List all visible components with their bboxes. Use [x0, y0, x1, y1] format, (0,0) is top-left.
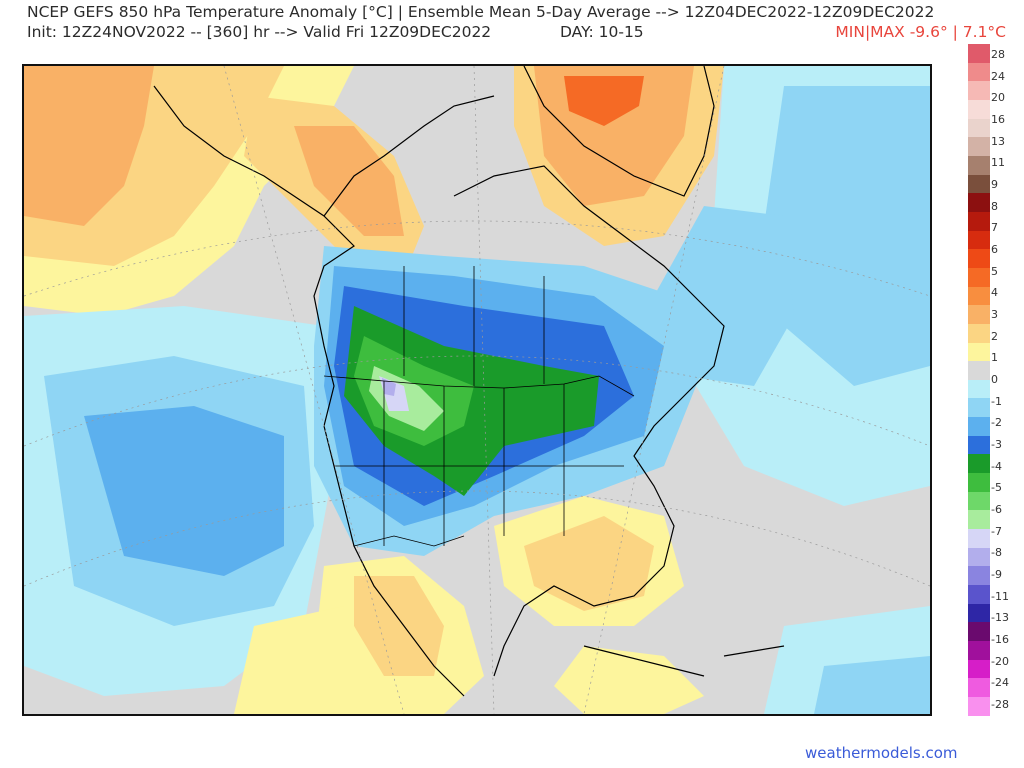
- color-scale-label: -13: [991, 611, 1009, 625]
- color-scale-cell: [968, 622, 990, 641]
- color-scale-cell: [968, 81, 990, 100]
- color-scale-label: -4: [991, 459, 1002, 473]
- color-scale-cell: [968, 379, 990, 399]
- color-scale-cell: [968, 641, 990, 660]
- min-max-label: MIN|MAX -9.6° | 7.1°C: [835, 23, 1006, 41]
- color-scale-cell: [968, 267, 990, 287]
- color-scale-label: -6: [991, 503, 1002, 517]
- color-scale-label: -16: [991, 633, 1009, 647]
- color-scale-cell: [968, 529, 990, 548]
- color-scale-label: -8: [991, 546, 1002, 560]
- source-credit[interactable]: weathermodels.com: [805, 744, 958, 762]
- color-scale-cell: [968, 155, 990, 175]
- color-scale-label: -28: [991, 698, 1009, 712]
- color-scale-cell: [968, 678, 990, 697]
- color-scale-cell: [968, 417, 990, 436]
- color-scale-cell: [968, 44, 990, 63]
- color-scale-cell: [968, 230, 990, 250]
- color-scale-cell: [968, 398, 990, 418]
- color-scale-label: -11: [991, 589, 1009, 603]
- color-scale-label: 1: [991, 351, 998, 365]
- color-scale-cell: [968, 99, 990, 119]
- color-scale-cell: [968, 510, 990, 530]
- color-scale-label: 13: [991, 134, 1005, 148]
- color-scale-cell: [968, 659, 990, 679]
- temperature-anomaly-map: [22, 64, 932, 716]
- color-scale-cell: [968, 566, 990, 586]
- color-scale-label: 24: [991, 69, 1005, 83]
- color-scale-cell: [968, 435, 990, 455]
- color-scale-bar: [968, 44, 990, 716]
- color-scale-cell: [968, 286, 990, 306]
- color-scale-cell: [968, 454, 990, 474]
- color-scale-label: 5: [991, 264, 998, 278]
- color-scale-label: -3: [991, 438, 1002, 452]
- color-scale-cell: [968, 361, 990, 380]
- color-scale-label: 4: [991, 286, 998, 300]
- color-scale-cell: [968, 342, 990, 362]
- color-scale-cell: [968, 211, 990, 231]
- color-scale-cell: [968, 585, 990, 604]
- color-scale-cell: [968, 118, 990, 138]
- day-range-label: DAY: 10-15: [560, 23, 644, 41]
- political-borders: [323, 266, 635, 547]
- pacific-sw-warm-1c: [234, 606, 374, 714]
- color-scale-cell: [968, 62, 990, 82]
- color-scale-label: -7: [991, 524, 1002, 538]
- pacific-warm-3c: [24, 66, 154, 226]
- init-valid-line: Init: 12Z24NOV2022 -- [360] hr --> Valid…: [27, 23, 492, 41]
- color-scale-cell: [968, 696, 990, 716]
- color-scale-cell: [968, 323, 990, 343]
- na-cold-5c: [344, 306, 599, 496]
- color-scale-label: 16: [991, 112, 1005, 126]
- graticule: [24, 66, 930, 714]
- mexico-warm-2c: [354, 576, 444, 676]
- color-scale-label: -2: [991, 416, 1002, 430]
- color-scale-cell: [968, 193, 990, 212]
- alaska-warm-3c: [294, 126, 404, 236]
- color-scale-label: 6: [991, 242, 998, 256]
- atlantic-cool-2c: [764, 86, 930, 386]
- color-scale-cell: [968, 305, 990, 324]
- color-scale-cell: [968, 603, 990, 623]
- color-scale-cell: [968, 547, 990, 567]
- greenland-warm-5c: [564, 76, 644, 126]
- color-scale-label: 20: [991, 91, 1005, 105]
- pacific-cool-3c: [84, 406, 284, 576]
- color-scale-label: 2: [991, 329, 998, 343]
- atlantic-se-cool-2c: [814, 656, 930, 714]
- color-scale-label: -9: [991, 568, 1002, 582]
- caribbean-warm-1c: [554, 646, 704, 714]
- color-scale-label: 0: [991, 373, 998, 386]
- color-scale-label: -1: [991, 394, 1002, 408]
- color-scale-cell: [968, 491, 990, 511]
- color-scale-cell: [968, 249, 990, 268]
- color-scale-label: -5: [991, 481, 1002, 495]
- color-scale-label: -24: [991, 676, 1009, 690]
- map-canvas: [24, 66, 930, 714]
- color-scale-label: 7: [991, 221, 998, 235]
- color-scale-label: 28: [991, 47, 1005, 61]
- color-scale-label: 9: [991, 177, 998, 191]
- color-scale-cell: [968, 174, 990, 194]
- color-scale-label: 8: [991, 199, 998, 213]
- coastlines: [153, 66, 785, 697]
- map-title: NCEP GEFS 850 hPa Temperature Anomaly [°…: [27, 3, 935, 21]
- color-scale-cell: [968, 473, 990, 492]
- na-cold-9c: [382, 378, 396, 396]
- color-scale-label: 3: [991, 307, 998, 321]
- color-scale-cell: [968, 137, 990, 156]
- color-scale-label: -20: [991, 654, 1009, 668]
- color-scale-label: 11: [991, 156, 1005, 170]
